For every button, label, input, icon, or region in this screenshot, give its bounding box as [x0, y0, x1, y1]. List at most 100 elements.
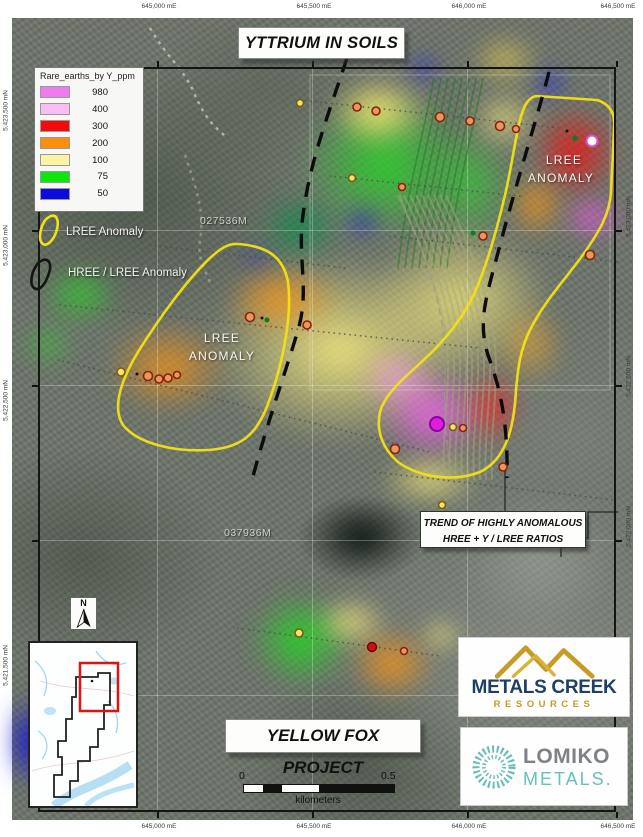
- scale-unit-label: kilometers: [295, 795, 341, 806]
- lree-anomaly-label-right-1: LREE: [545, 153, 583, 167]
- legend-value: 300: [92, 120, 108, 132]
- hree-anomaly-legend-label: HREE / LREE Anomaly: [68, 267, 187, 279]
- northing-label: 5,421,500 mN: [2, 645, 10, 686]
- tick: [157, 812, 159, 818]
- legend-row: 400: [40, 101, 138, 118]
- claim-label-lower: 037936M: [224, 527, 272, 539]
- legend-box: Rare_earths_by Y_ppm 980 400 300 200 100…: [34, 67, 144, 212]
- northing-label: 5,422,500 mN: [2, 380, 10, 421]
- tick: [312, 61, 314, 67]
- lree-outline-left: [116, 242, 291, 452]
- inset-dot: [90, 679, 94, 683]
- inset-river-branch: [84, 782, 135, 806]
- legend-swatch: [40, 103, 70, 116]
- inset-roads: [31, 680, 135, 772]
- map-title-banner: YTTRIUM IN SOILS: [238, 27, 405, 59]
- inset-extent-rectangle: [78, 661, 120, 713]
- claim-boundary-dashed: [399, 194, 453, 491]
- legend-row: 75: [40, 168, 138, 185]
- lomiko-name: LOMIKO: [523, 745, 610, 768]
- northing-label: 5,423,000 mN: [625, 196, 633, 237]
- northing-label: 5,423,500 mN: [2, 90, 10, 131]
- legend-row: 50: [40, 185, 138, 202]
- legend-row: 100: [40, 152, 138, 169]
- inset-map-graphic: [31, 650, 135, 806]
- metals-creek-logo: METALS CREEK RESOURCES: [458, 637, 630, 717]
- north-arrow: N: [70, 597, 97, 630]
- lree-anomaly-legend-label: LREE Anomaly: [66, 226, 144, 238]
- north-arrow-icon: [75, 608, 91, 629]
- legend-value: 100: [92, 154, 108, 166]
- inset-lake: [44, 707, 56, 715]
- scale-segment: [319, 785, 394, 792]
- easting-label: 645,000 mE: [141, 3, 177, 10]
- legend-value: 980: [92, 86, 108, 98]
- easting-label: 645,500 mE: [296, 823, 332, 830]
- scale-segment: [244, 785, 263, 792]
- tick: [616, 385, 622, 387]
- legend-value: 200: [92, 137, 108, 149]
- gridline-horizontal: [38, 695, 616, 696]
- lree-outline-right: [377, 94, 616, 479]
- mountains-icon: [494, 645, 595, 679]
- legend-value: 50: [97, 188, 108, 200]
- legend-swatch: [40, 137, 70, 150]
- easting-label: 646,000 mE: [451, 823, 487, 830]
- legend-row: 200: [40, 135, 138, 152]
- lree-anomaly-label-right-2: ANOMALY: [527, 171, 595, 185]
- tick: [32, 230, 38, 232]
- inset-lake: [109, 677, 119, 685]
- easting-label: 646,500 mE: [600, 3, 636, 10]
- tick: [467, 61, 469, 67]
- trend-annotation-box: TREND OF HIGHLY ANOMALOUS HREE + Y / LRE…: [420, 511, 586, 548]
- lomiko-logo: LOMIKO METALS.: [460, 727, 628, 806]
- north-label: N: [80, 598, 87, 608]
- hree-trend-lines: [250, 57, 551, 481]
- lomiko-sub: METALS.: [523, 769, 613, 789]
- metals-creek-name: METALS CREEK: [471, 677, 617, 698]
- trend-line-2: HREE + Y / LREE RATIOS: [442, 533, 564, 545]
- tick: [467, 812, 469, 818]
- inset-river-main: [51, 761, 133, 806]
- scale-segment: [263, 785, 282, 792]
- legend-value: 400: [92, 103, 108, 115]
- inset-claim-outline: [53, 672, 111, 798]
- northing-label: 5,422,000 mN: [625, 506, 633, 547]
- easting-label: 645,000 mE: [141, 823, 177, 830]
- gridline-horizontal: [38, 540, 616, 541]
- claim-label-upper: 027536M: [200, 215, 248, 227]
- legend-swatch: [40, 187, 70, 200]
- yttrium-heatmap-layer: [12, 18, 633, 820]
- gridline-horizontal: [38, 230, 616, 231]
- legend-row: 980: [40, 84, 138, 101]
- lree-anomaly-label-left-1: LREE: [203, 331, 241, 345]
- easting-label: 646,500 mE: [600, 823, 636, 830]
- northing-label: 5,422,500 mN: [625, 356, 633, 397]
- tick: [32, 540, 38, 542]
- legend-swatch: [40, 154, 70, 166]
- scale-bar: [243, 784, 395, 793]
- tick: [157, 61, 159, 67]
- trail-paths: [148, 27, 229, 283]
- metals-creek-sub: RESOURCES: [493, 699, 595, 710]
- scale-end-label: 0.5: [381, 770, 396, 782]
- tick: [616, 540, 622, 542]
- hree-outline-icon: [30, 258, 52, 291]
- legend-swatch: [40, 120, 70, 133]
- legend-row: 300: [40, 118, 138, 135]
- easting-label: 646,000 mE: [451, 3, 487, 10]
- tick: [32, 385, 38, 387]
- lree-anomaly-label-left-2: ANOMALY: [188, 349, 256, 363]
- northing-label: 5,423,000 mN: [2, 225, 10, 266]
- legend-value: 75: [97, 171, 108, 183]
- legend-swatch: [40, 170, 70, 183]
- scale-start-label: 0: [239, 770, 245, 782]
- lomiko-starburst-icon: [472, 745, 516, 789]
- gridline-horizontal: [38, 385, 616, 386]
- lree-outline-icon: [38, 214, 60, 246]
- trend-line-1: TREND OF HIGHLY ANOMALOUS: [423, 518, 583, 529]
- gridline-vertical: [312, 67, 313, 812]
- sample-points: [116, 98, 599, 656]
